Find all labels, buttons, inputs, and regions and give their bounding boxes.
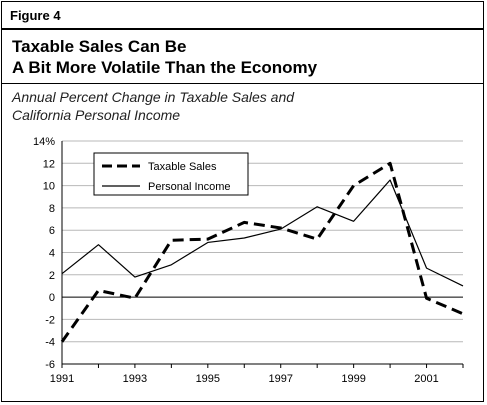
y-tick-label: 14% [33,136,55,148]
x-tick-label: 1999 [341,373,365,385]
chart-title-line-1: Taxable Sales Can Be [12,37,187,56]
legend-label: Taxable Sales [148,161,217,173]
x-tick-label: 1995 [196,373,220,385]
x-tick-label: 2001 [414,373,438,385]
legend-label: Personal Income [148,181,231,193]
y-tick-label: -2 [45,314,55,326]
title-rule [2,83,483,84]
chart-title-line-2: A Bit More Volatile Than the Economy [12,58,318,77]
legend-box [93,152,249,196]
y-tick-label: 0 [49,292,55,304]
y-tick-label: 8 [49,203,55,215]
chart-subtitle-line-1: Annual Percent Change in Taxable Sales a… [12,89,295,105]
series-line-taxable-sales [60,161,464,343]
y-tick-label: 10 [43,181,55,193]
series-line-personal-income [61,179,464,287]
chart-title: Taxable Sales Can Be A Bit More Volatile… [12,36,472,78]
y-tick-label: -6 [45,359,55,371]
y-tick-label: -4 [45,337,55,349]
y-tick-label: 12 [43,158,55,170]
x-tick-label: 1991 [50,373,74,385]
figure-label: Figure 4 [10,8,61,23]
x-tick-label: 1993 [123,373,147,385]
header-rule [2,28,483,30]
chart-subtitle: Annual Percent Change in Taxable Sales a… [12,88,452,124]
x-tick-label: 1997 [268,373,292,385]
chart-subtitle-line-2: California Personal Income [12,107,181,123]
y-tick-label: 6 [49,225,55,237]
y-tick-label: 2 [49,270,55,282]
y-tick-label: 4 [49,248,55,260]
